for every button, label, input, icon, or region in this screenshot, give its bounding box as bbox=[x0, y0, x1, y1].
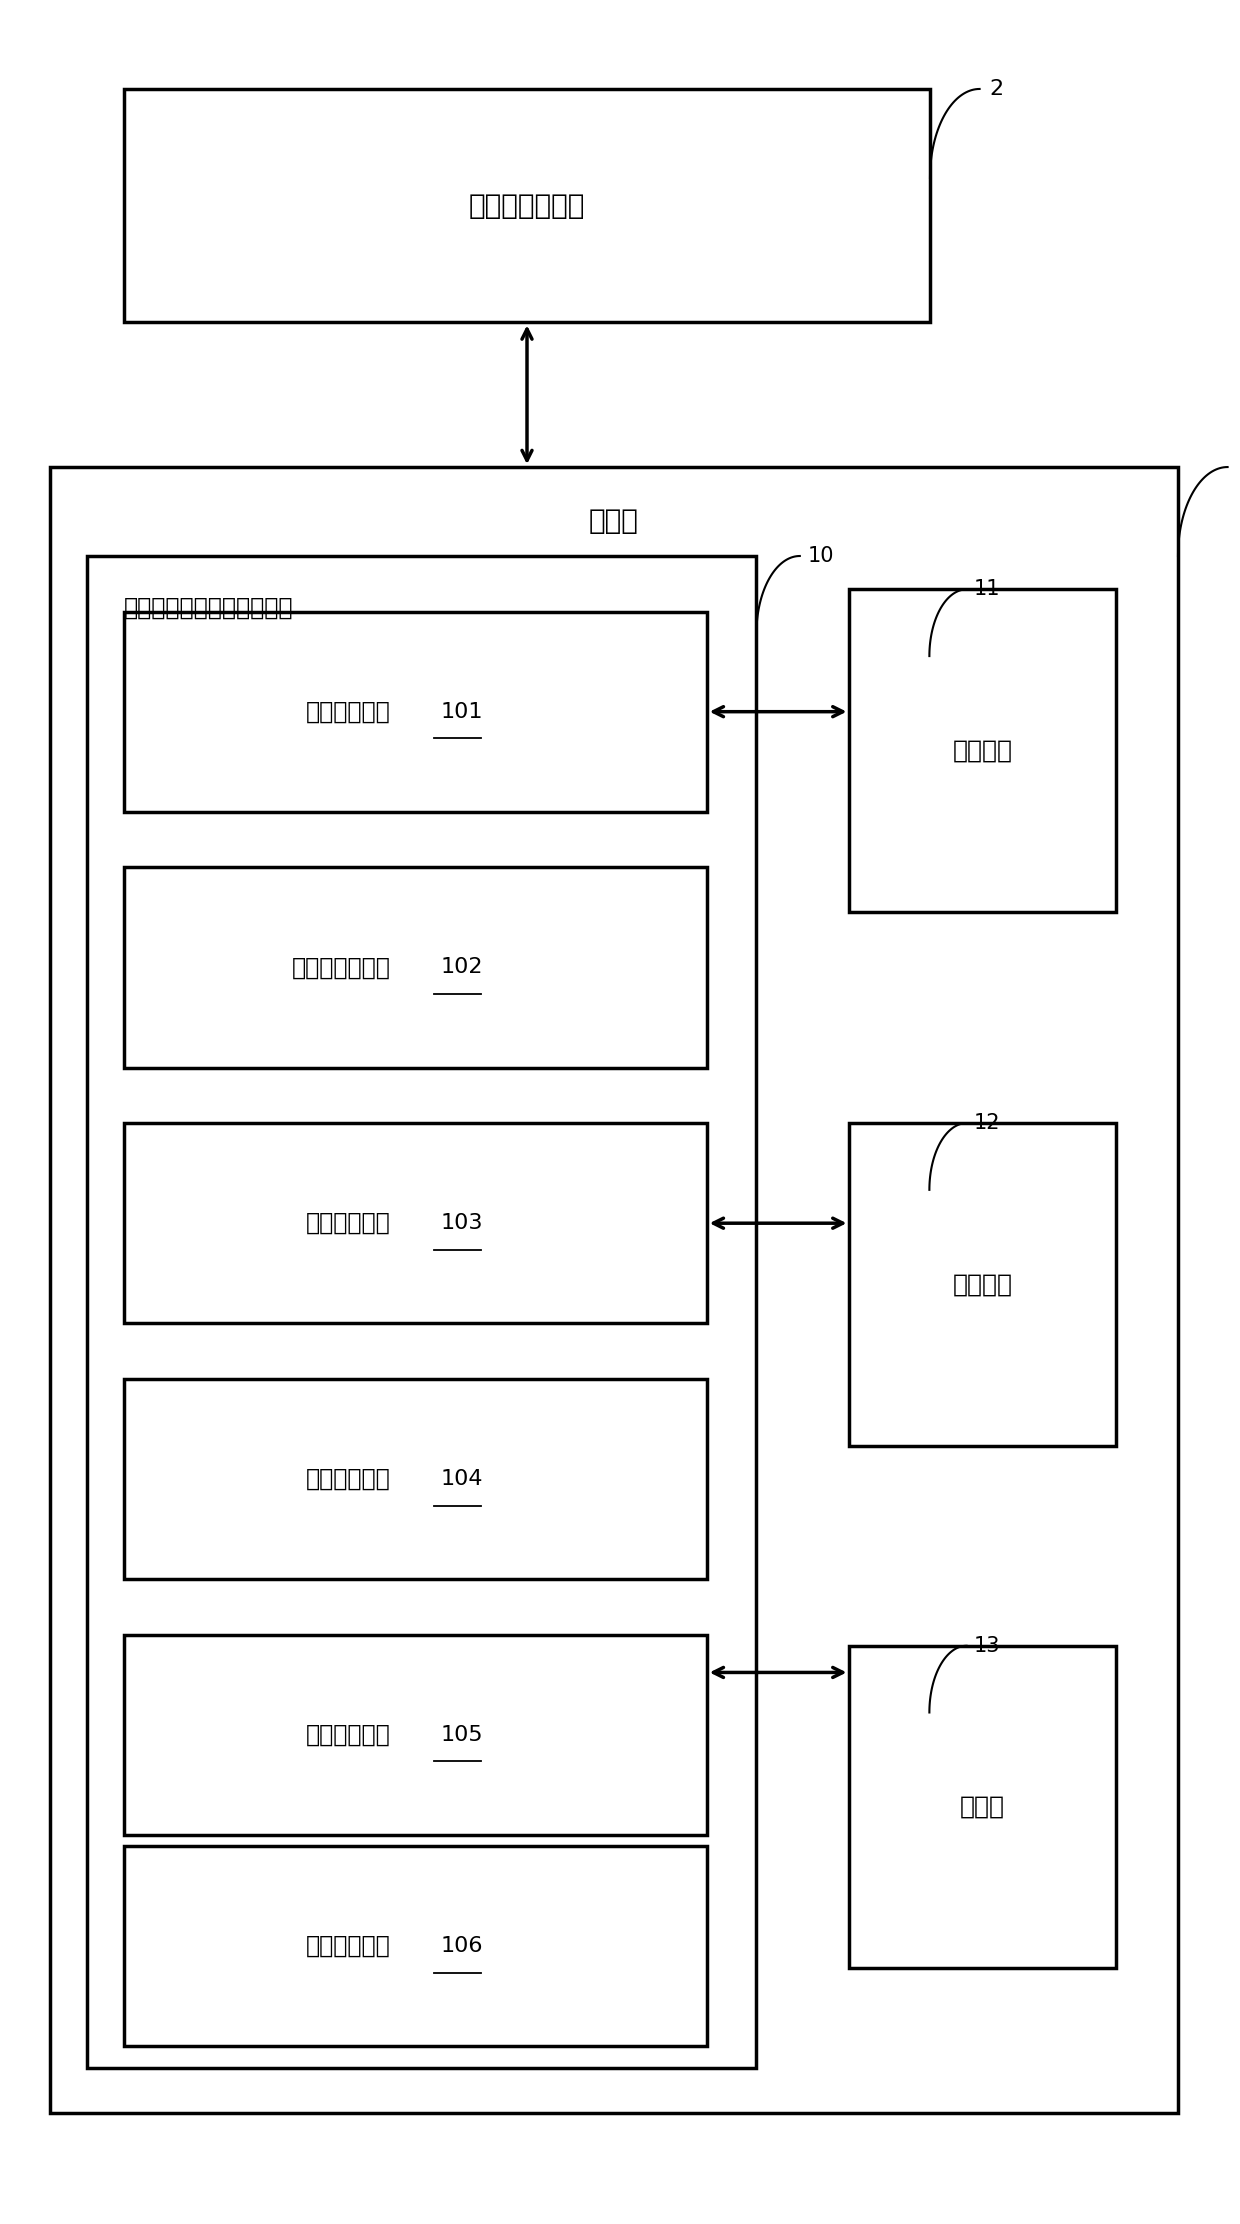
Text: 1: 1 bbox=[1238, 458, 1240, 476]
Bar bbox=[87, 556, 756, 2068]
Text: 处理器: 处理器 bbox=[960, 1795, 1006, 1819]
Bar bbox=[124, 1379, 707, 1579]
Bar bbox=[124, 612, 707, 812]
Text: 102: 102 bbox=[440, 959, 482, 976]
Text: 间隙计算模块: 间隙计算模块 bbox=[306, 1724, 391, 1746]
Text: 色彩分析模块: 色彩分析模块 bbox=[306, 1935, 391, 1957]
Text: 组装模拟模块: 组装模拟模块 bbox=[306, 1212, 391, 1234]
Text: 光学三维扫描仪: 光学三维扫描仪 bbox=[469, 191, 585, 220]
Text: 存储设备: 存储设备 bbox=[952, 1272, 1013, 1297]
Text: 10: 10 bbox=[807, 547, 833, 565]
Bar bbox=[849, 1123, 1116, 1446]
Text: 101: 101 bbox=[440, 703, 482, 721]
Bar bbox=[849, 589, 1116, 912]
Text: 13: 13 bbox=[975, 1637, 1001, 1655]
Text: 点云扫描模块: 点云扫描模块 bbox=[306, 701, 391, 723]
Text: 11: 11 bbox=[975, 580, 1001, 598]
Text: 显示设备: 显示设备 bbox=[952, 738, 1013, 763]
Text: 106: 106 bbox=[440, 1937, 482, 1955]
Text: 产品组装间隙三维分析系统: 产品组装间隙三维分析系统 bbox=[124, 596, 294, 620]
Text: 103: 103 bbox=[440, 1214, 482, 1232]
Bar bbox=[124, 1123, 707, 1323]
Text: 点云三角化模块: 点云三角化模块 bbox=[291, 956, 391, 979]
Bar bbox=[124, 1846, 707, 2046]
Bar bbox=[849, 1646, 1116, 1968]
Bar bbox=[124, 89, 930, 322]
Text: 计算机: 计算机 bbox=[589, 507, 639, 536]
Text: 组装分面模块: 组装分面模块 bbox=[306, 1468, 391, 1490]
Text: 12: 12 bbox=[975, 1114, 1001, 1132]
Bar bbox=[50, 467, 1178, 2113]
Text: 2: 2 bbox=[990, 80, 1003, 98]
Bar bbox=[124, 1635, 707, 1835]
Bar bbox=[124, 867, 707, 1068]
Text: 105: 105 bbox=[440, 1726, 482, 1744]
Text: 104: 104 bbox=[440, 1470, 482, 1488]
